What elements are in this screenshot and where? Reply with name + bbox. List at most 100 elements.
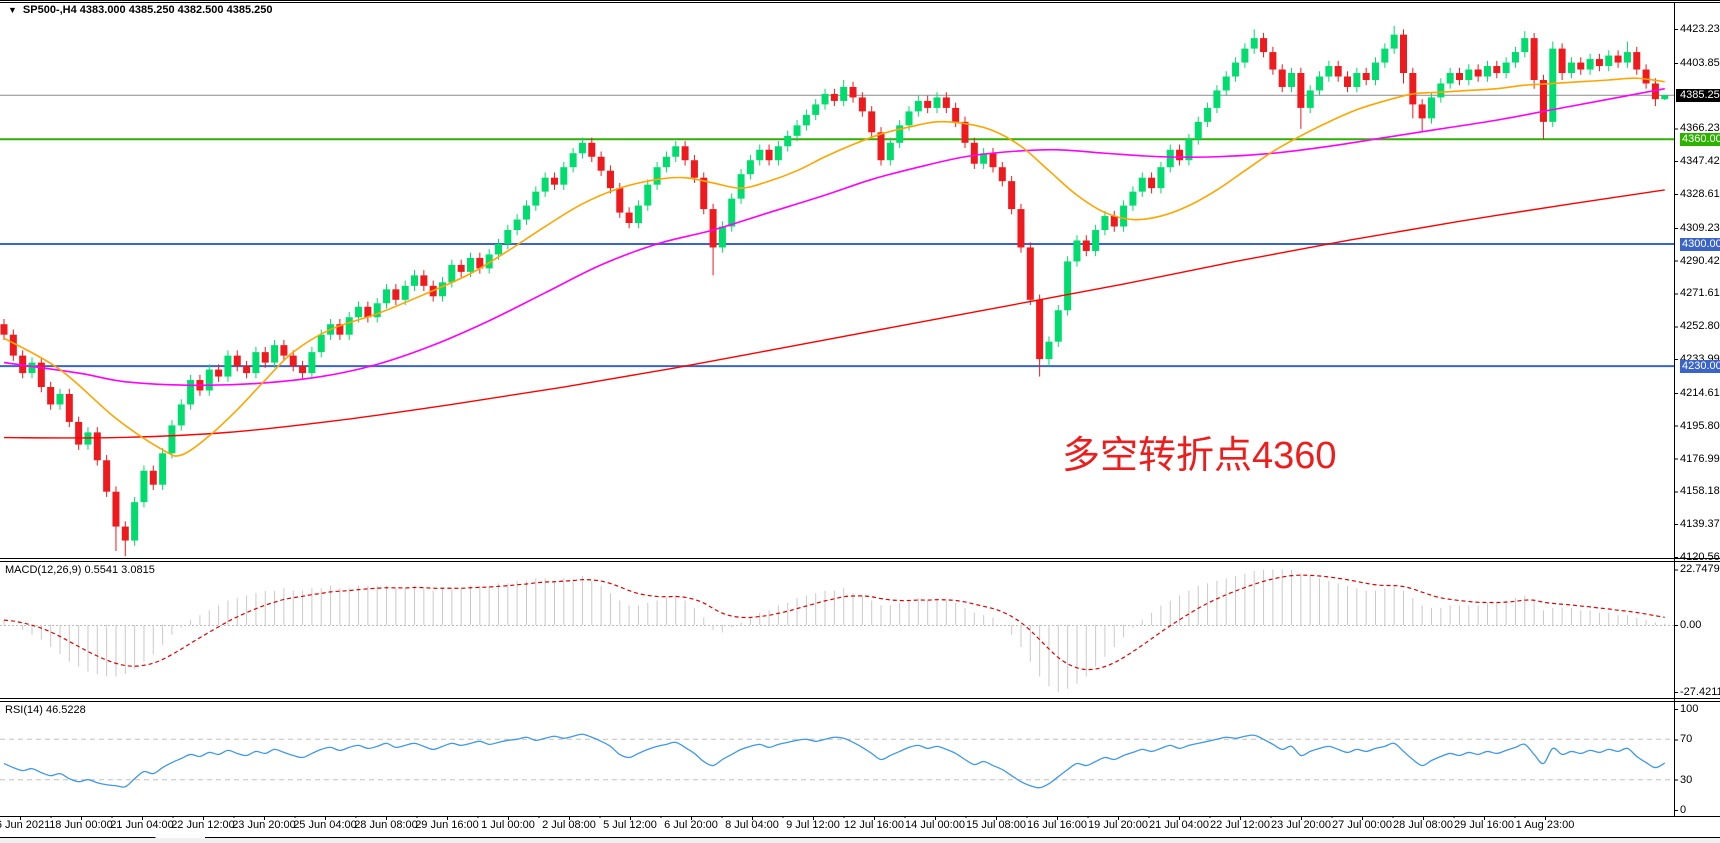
candle-body	[1045, 341, 1053, 360]
candle-body	[672, 146, 680, 157]
candle-body	[420, 275, 428, 286]
candle-body	[840, 86, 848, 101]
bottom-tab-strip[interactable]	[0, 838, 1720, 843]
candle-body	[1586, 59, 1594, 70]
candle-body	[1166, 149, 1174, 168]
candle-body	[588, 142, 596, 157]
candle-body	[653, 167, 661, 185]
candle-body	[1250, 38, 1258, 49]
candle-body	[261, 352, 269, 363]
candle-body	[606, 170, 614, 189]
candle-body	[1605, 55, 1613, 67]
candle-body	[1623, 52, 1631, 63]
candle-body	[112, 491, 120, 527]
candle-body	[1651, 83, 1659, 100]
candle-body	[448, 264, 456, 283]
candle-body	[243, 366, 251, 374]
candle-body	[1213, 90, 1221, 108]
candle-body	[886, 142, 894, 161]
candle-body	[1073, 240, 1081, 262]
candle-body	[522, 205, 530, 220]
candle-body	[1381, 48, 1389, 63]
candle-body	[1157, 167, 1165, 189]
candle-body	[1269, 52, 1277, 70]
candle-body	[1306, 90, 1314, 108]
candle-body	[1353, 73, 1361, 87]
candle-body	[168, 425, 176, 454]
candle-body	[821, 93, 829, 105]
candle-body	[634, 205, 642, 224]
candle-body	[1530, 38, 1538, 80]
candle-body	[1316, 76, 1324, 91]
candle-body	[1148, 177, 1156, 189]
candle-body	[1521, 38, 1529, 53]
candle-body	[1334, 66, 1342, 77]
candle-body	[494, 243, 502, 255]
candle-body	[233, 355, 241, 367]
candle-body	[47, 387, 55, 405]
candle-body	[933, 97, 941, 108]
candle-body	[1120, 205, 1128, 227]
candle-body	[1176, 149, 1184, 161]
candle-body	[1026, 247, 1034, 300]
candle-body	[868, 111, 876, 133]
candle-body	[812, 104, 820, 115]
candle-body	[616, 188, 624, 213]
candle-body	[578, 142, 586, 154]
candle-body	[0, 324, 8, 335]
candle-body	[56, 393, 64, 405]
candle-body	[205, 369, 213, 391]
candle-body	[9, 334, 17, 356]
candle-body	[467, 257, 474, 272]
candle-body	[215, 369, 223, 377]
candle-body	[1427, 97, 1435, 119]
candle-body	[774, 146, 782, 161]
candle-body	[1372, 62, 1380, 80]
candle-body	[942, 97, 950, 108]
candle-body	[1278, 69, 1286, 87]
candle-body	[1446, 73, 1454, 84]
candle-body	[1297, 73, 1305, 108]
candle-body	[1008, 181, 1016, 210]
candle-body	[271, 345, 279, 363]
candle-body	[952, 107, 960, 122]
candle-body	[728, 198, 736, 227]
rsi-line	[3, 733, 1666, 789]
candle-body	[560, 167, 568, 185]
candle-body	[504, 230, 512, 244]
candle-body	[1260, 38, 1268, 53]
candle-body	[765, 149, 773, 161]
candle-body	[1502, 62, 1510, 74]
candle-body	[914, 100, 922, 112]
candle-body	[681, 146, 689, 161]
candle-body	[1064, 261, 1072, 311]
candle-body	[1054, 310, 1062, 342]
candle-body	[541, 177, 549, 192]
candle-body	[737, 174, 745, 199]
candle-body	[37, 362, 45, 388]
candle-body	[1558, 48, 1566, 74]
candle-body	[457, 264, 465, 272]
candle-body	[849, 86, 857, 98]
candle-body	[970, 142, 978, 164]
candle-body	[1549, 48, 1557, 122]
candle-body	[1390, 34, 1398, 49]
candle-body	[1092, 230, 1100, 251]
ma-line-medium	[3, 87, 1665, 387]
candle-body	[252, 352, 260, 374]
candle-body	[485, 254, 493, 269]
candle-body	[924, 100, 932, 108]
candle-body	[1418, 104, 1426, 119]
candle-body	[224, 355, 232, 377]
candle-body	[1633, 52, 1641, 70]
candle-body	[1511, 52, 1519, 63]
candle-body	[336, 324, 344, 335]
candle-body	[383, 289, 391, 304]
candle-body	[802, 114, 810, 126]
candle-body	[1110, 216, 1118, 227]
candle-body	[1288, 73, 1296, 87]
candle-body	[690, 160, 698, 178]
candle-body	[1483, 66, 1491, 77]
candle-body	[1325, 66, 1333, 77]
